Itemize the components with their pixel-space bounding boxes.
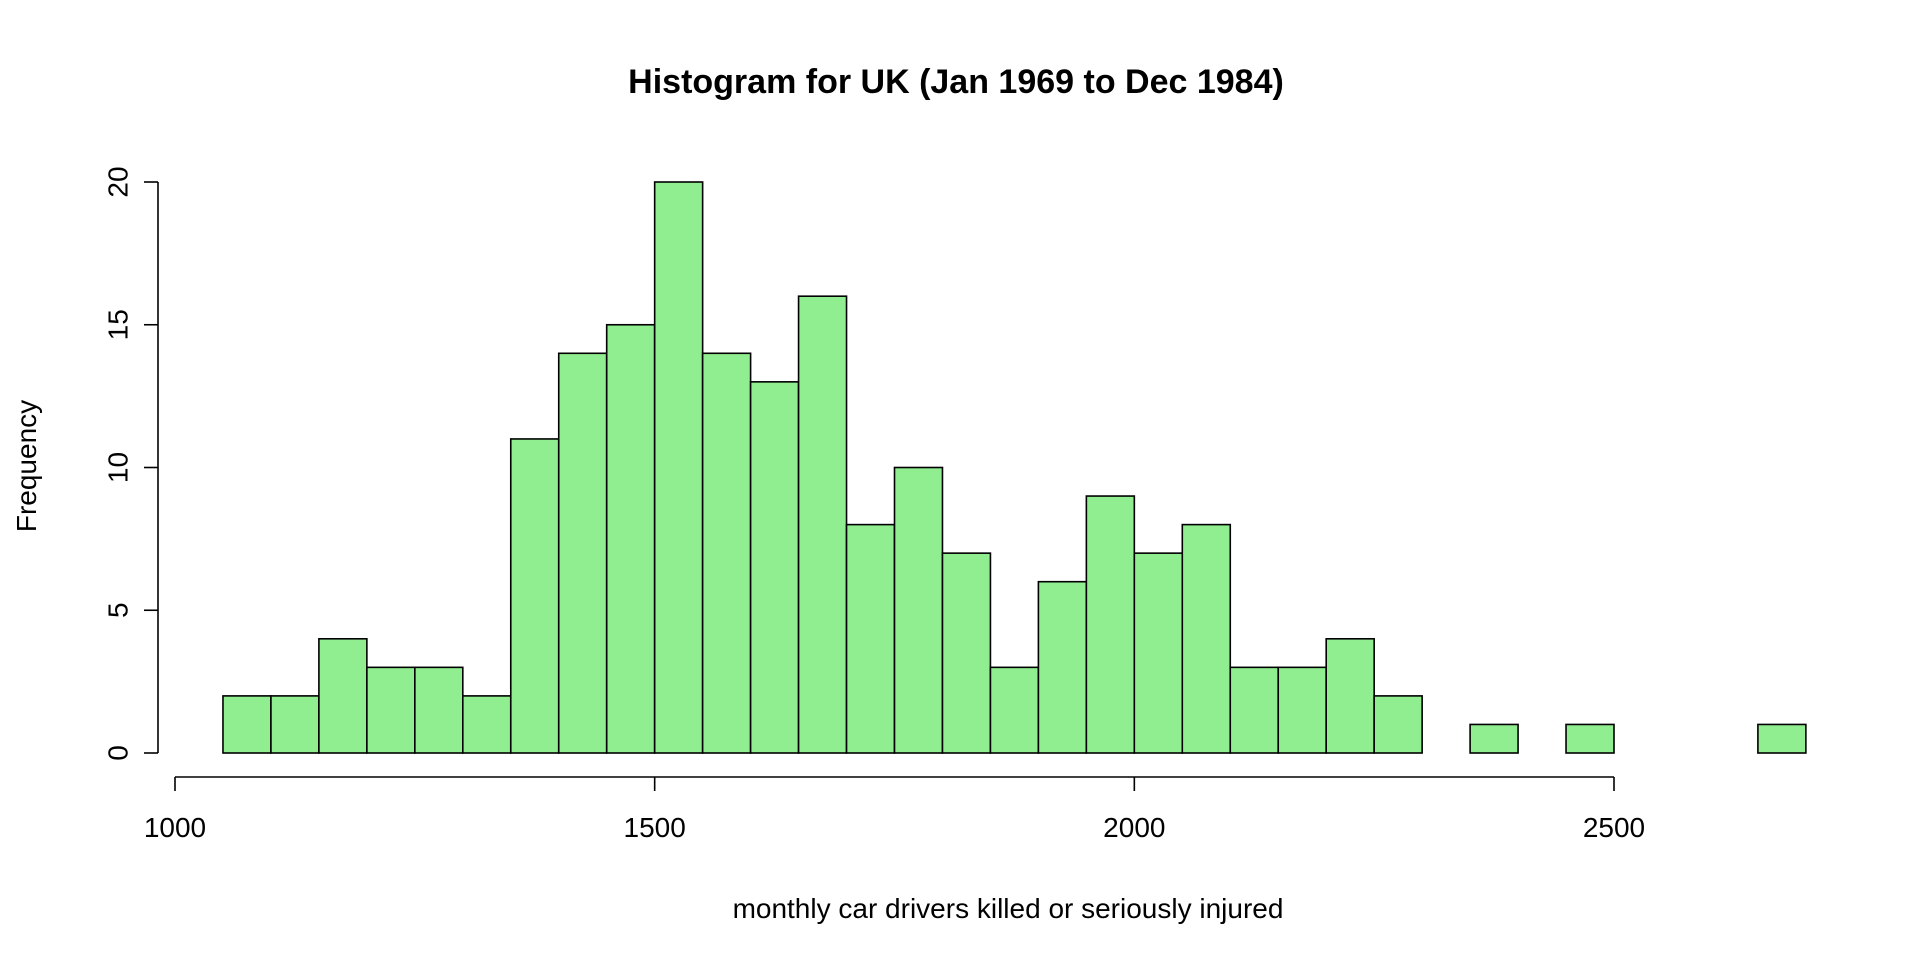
histogram-bar xyxy=(1373,695,1423,754)
histogram-bar xyxy=(557,352,608,754)
histogram-bar xyxy=(461,695,512,754)
chart-title: Histogram for UK (Jan 1969 to Dec 1984) xyxy=(628,63,1284,101)
x-tick-label: 2000 xyxy=(1103,812,1165,843)
y-axis: 0 5 10 15 20 xyxy=(103,166,159,761)
x-tick-label: 1500 xyxy=(624,812,686,843)
y-tick-label: 0 xyxy=(103,745,134,761)
x-tick-label: 2500 xyxy=(1583,812,1645,843)
histogram-bar xyxy=(701,352,752,754)
histogram-bar xyxy=(318,637,368,754)
histogram-bar xyxy=(222,695,272,754)
histogram-bar xyxy=(989,666,1040,754)
histogram-bar xyxy=(941,552,992,754)
histogram-bar xyxy=(1757,723,1807,754)
y-tick-label: 15 xyxy=(103,309,134,340)
y-tick-label: 5 xyxy=(103,602,134,618)
histogram-bar xyxy=(1469,723,1519,754)
x-axis: 1000 1500 2000 2500 xyxy=(144,776,1645,843)
x-axis-title: monthly car drivers killed or seriously … xyxy=(733,893,1284,924)
histogram-bar xyxy=(1133,552,1184,754)
histogram-bar xyxy=(1229,666,1280,754)
histogram-bar xyxy=(893,466,944,754)
histogram-bar xyxy=(414,666,464,754)
y-axis-title: Frequency xyxy=(11,400,42,532)
x-tick-label: 1000 xyxy=(144,812,206,843)
histogram-bar xyxy=(509,438,560,754)
bars-group xyxy=(222,181,1807,754)
histogram-bar xyxy=(749,381,800,754)
histogram-bar xyxy=(605,323,656,754)
histogram-bar xyxy=(1277,666,1327,754)
histogram-bar xyxy=(797,295,848,754)
histogram-bar xyxy=(1565,723,1615,754)
histogram-bar xyxy=(1181,523,1232,754)
histogram-bar xyxy=(653,181,704,754)
histogram-bar xyxy=(270,695,320,754)
histogram-bar xyxy=(1325,637,1375,754)
histogram-bar xyxy=(1037,580,1088,754)
y-tick-label: 20 xyxy=(103,166,134,197)
histogram-bar xyxy=(366,666,416,754)
y-tick-label: 10 xyxy=(103,452,134,483)
histogram-bar xyxy=(845,523,896,754)
histogram-bar xyxy=(1085,495,1136,754)
